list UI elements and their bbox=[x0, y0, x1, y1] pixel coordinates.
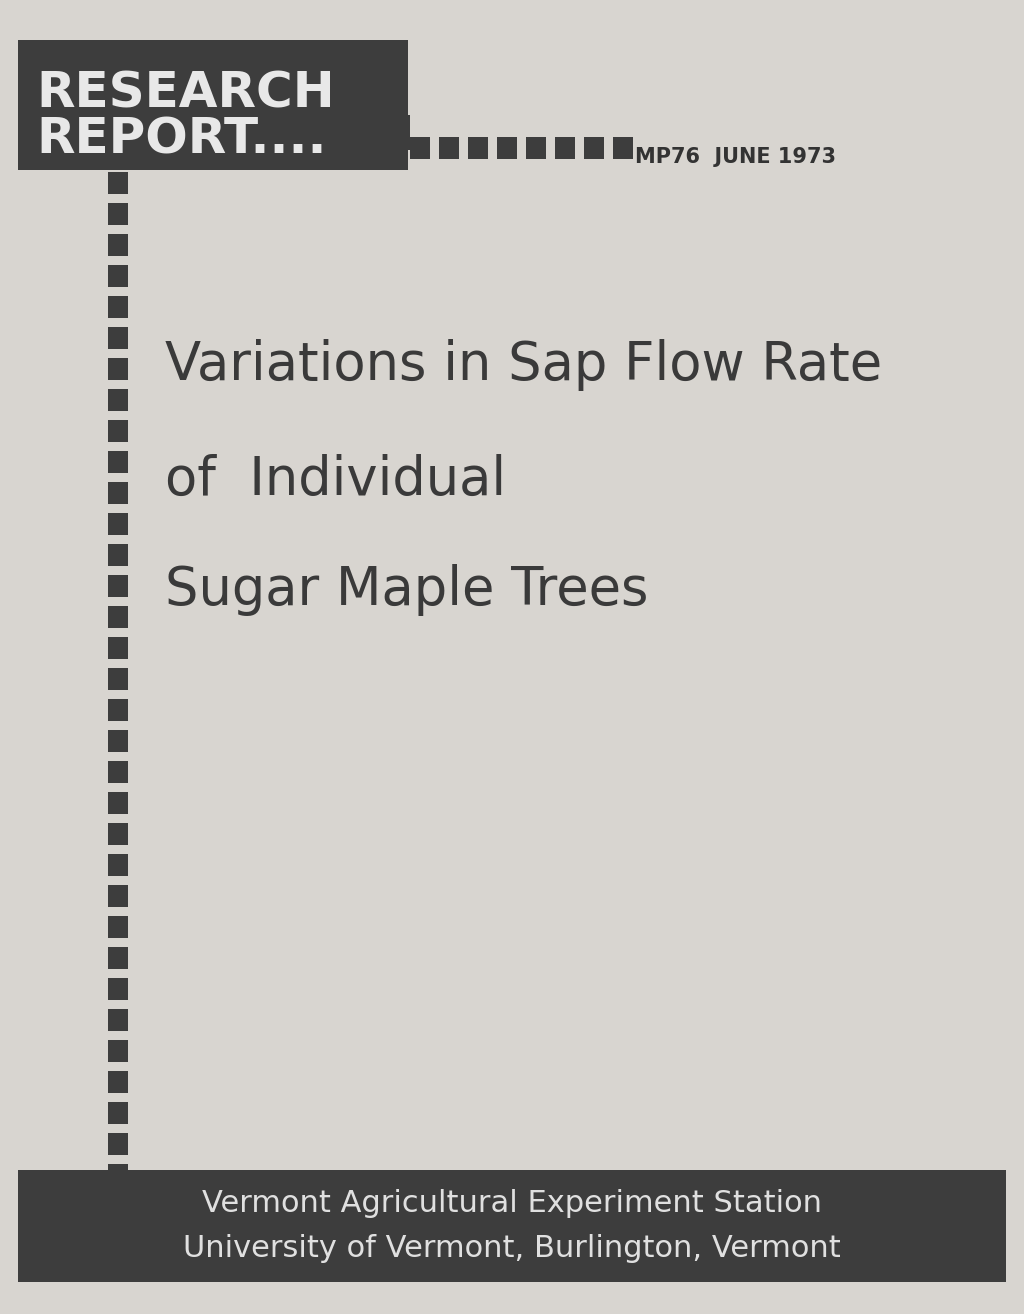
Bar bbox=[108, 172, 128, 194]
Text: REPORT....: REPORT.... bbox=[36, 116, 327, 163]
Bar bbox=[468, 137, 488, 159]
Bar bbox=[108, 637, 128, 660]
Bar bbox=[108, 668, 128, 690]
Bar bbox=[108, 761, 128, 783]
Bar bbox=[18, 39, 408, 170]
Bar bbox=[108, 1039, 128, 1062]
Bar bbox=[439, 137, 459, 159]
Bar bbox=[108, 576, 128, 597]
Text: University of Vermont, Burlington, Vermont: University of Vermont, Burlington, Vermo… bbox=[183, 1234, 841, 1263]
Bar bbox=[497, 137, 517, 159]
Bar bbox=[108, 978, 128, 1000]
Bar bbox=[108, 544, 128, 566]
Bar bbox=[108, 296, 128, 318]
Bar bbox=[526, 137, 546, 159]
Bar bbox=[108, 234, 128, 256]
Text: RESEARCH: RESEARCH bbox=[36, 70, 335, 118]
Bar bbox=[108, 606, 128, 628]
Bar bbox=[108, 1102, 128, 1123]
Bar bbox=[108, 916, 128, 938]
Bar bbox=[108, 420, 128, 442]
Bar bbox=[108, 202, 128, 225]
Text: MP76  JUNE 1973: MP76 JUNE 1973 bbox=[635, 147, 836, 167]
Text: of  Individual: of Individual bbox=[165, 455, 506, 506]
Bar bbox=[108, 947, 128, 968]
Bar bbox=[108, 482, 128, 505]
Bar bbox=[108, 451, 128, 473]
Bar bbox=[108, 886, 128, 907]
Bar bbox=[108, 327, 128, 350]
Bar bbox=[108, 512, 128, 535]
Bar bbox=[108, 792, 128, 813]
Bar bbox=[108, 854, 128, 876]
Bar bbox=[108, 265, 128, 286]
Bar bbox=[108, 357, 128, 380]
Bar bbox=[108, 699, 128, 721]
Bar bbox=[108, 731, 128, 752]
Text: Sugar Maple Trees: Sugar Maple Trees bbox=[165, 564, 648, 616]
Text: Variations in Sap Flow Rate: Variations in Sap Flow Rate bbox=[165, 339, 882, 392]
Bar bbox=[555, 137, 575, 159]
Bar bbox=[108, 1009, 128, 1031]
Bar bbox=[410, 137, 430, 159]
Bar bbox=[584, 137, 604, 159]
Bar bbox=[108, 1164, 128, 1187]
Bar bbox=[390, 116, 410, 150]
Bar bbox=[18, 1169, 1006, 1282]
Bar bbox=[613, 137, 633, 159]
Bar bbox=[108, 389, 128, 411]
Bar bbox=[108, 823, 128, 845]
Text: Vermont Agricultural Experiment Station: Vermont Agricultural Experiment Station bbox=[202, 1189, 822, 1218]
Bar bbox=[108, 1133, 128, 1155]
Bar bbox=[108, 1071, 128, 1093]
